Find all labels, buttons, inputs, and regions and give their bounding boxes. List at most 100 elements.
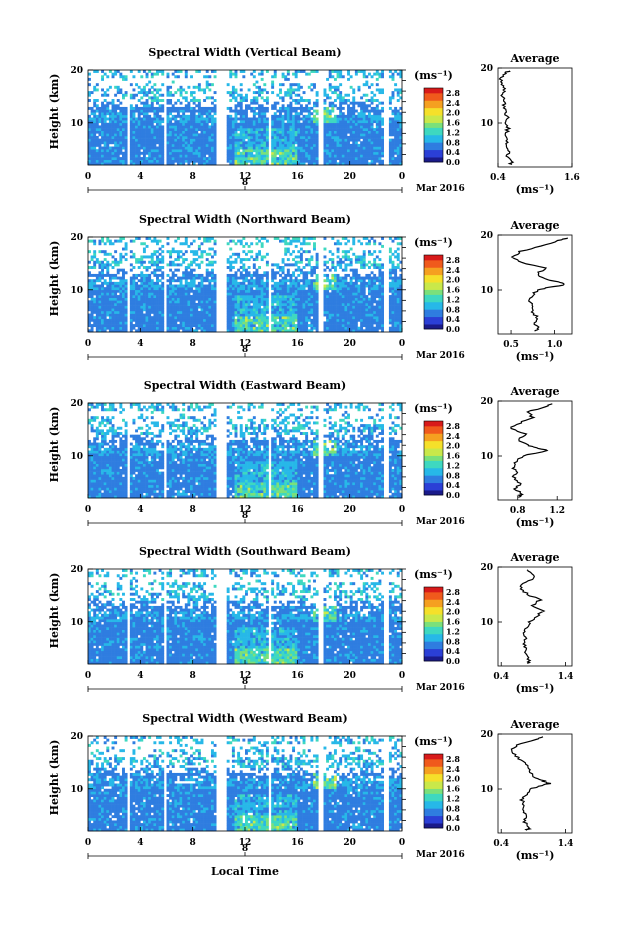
heatmap-cell bbox=[370, 120, 374, 124]
heatmap-cell bbox=[286, 151, 290, 155]
heatmap-cell bbox=[292, 91, 296, 95]
heatmap-cell bbox=[245, 141, 248, 145]
heatmap-cell bbox=[166, 250, 170, 254]
heatmap-cell bbox=[106, 154, 110, 158]
heatmap-cell bbox=[281, 104, 285, 108]
heatmap-cell bbox=[399, 138, 403, 142]
heatmap-cell bbox=[203, 133, 207, 137]
heatmap-cell bbox=[289, 146, 293, 150]
heatmap-cell bbox=[158, 133, 162, 137]
heatmap-cell bbox=[142, 279, 146, 283]
heatmap-cell bbox=[229, 146, 233, 150]
heatmap-cell bbox=[299, 321, 303, 325]
heatmap-cell bbox=[263, 120, 267, 124]
heatmap-cell bbox=[153, 287, 157, 291]
heatmap-cell bbox=[263, 128, 267, 131]
heatmap-cell bbox=[148, 114, 152, 118]
heatmap-cell bbox=[354, 128, 358, 131]
heatmap-cell bbox=[197, 316, 201, 320]
heatmap-cell bbox=[182, 271, 186, 275]
heatmap-cell bbox=[161, 104, 165, 108]
heatmap-cell bbox=[231, 143, 235, 147]
heatmap-cell bbox=[260, 287, 264, 291]
heatmap-cell bbox=[252, 135, 256, 139]
heatmap-cell bbox=[284, 300, 288, 304]
heatmap-cell bbox=[273, 122, 277, 126]
heatmap-cell bbox=[305, 258, 309, 262]
heatmap-cell bbox=[297, 284, 301, 288]
heatmap-cell bbox=[158, 302, 162, 306]
heatmap-cell bbox=[145, 72, 149, 76]
heatmap-cell bbox=[187, 159, 191, 163]
heatmap-cell bbox=[182, 318, 186, 322]
heatmap-cell bbox=[111, 157, 115, 161]
heatmap-cell bbox=[347, 99, 350, 102]
heatmap-cell bbox=[313, 125, 316, 129]
heatmap-cell bbox=[142, 151, 146, 155]
heatmap-cell bbox=[179, 318, 183, 322]
heatmap-cell bbox=[192, 252, 196, 256]
heatmap-cell bbox=[284, 159, 288, 163]
heatmap-cell bbox=[140, 138, 144, 142]
heatmap-cell bbox=[255, 154, 259, 158]
heatmap-cell bbox=[116, 70, 120, 73]
heatmap-cell bbox=[354, 143, 358, 147]
heatmap-cell bbox=[169, 252, 173, 256]
heatmap-cell bbox=[103, 154, 107, 158]
heatmap-cell bbox=[271, 106, 275, 110]
heatmap-cell bbox=[294, 117, 298, 121]
heatmap-cell bbox=[250, 305, 254, 309]
heatmap-cell bbox=[140, 297, 144, 301]
heatmap-cell bbox=[339, 106, 343, 110]
heatmap-cell bbox=[98, 120, 102, 124]
heatmap-cell bbox=[273, 263, 277, 267]
heatmap-cell bbox=[106, 117, 110, 121]
heatmap-cell bbox=[122, 255, 125, 259]
heatmap-cell bbox=[190, 281, 193, 285]
heatmap-cell bbox=[286, 130, 290, 134]
heatmap-cell bbox=[284, 326, 288, 330]
heatmap-cell bbox=[357, 130, 361, 134]
heatmap-cell bbox=[200, 313, 204, 317]
heatmap-cell bbox=[184, 149, 188, 153]
heatmap-cell bbox=[108, 138, 112, 142]
heatmap-cell bbox=[388, 130, 392, 134]
heatmap-cell bbox=[142, 305, 146, 309]
heatmap-cell bbox=[106, 268, 110, 272]
heatmap-cell bbox=[352, 125, 356, 129]
heatmap-cell bbox=[135, 318, 139, 322]
heatmap-cell bbox=[313, 292, 316, 296]
heatmap-cell bbox=[174, 268, 178, 272]
heatmap-cell bbox=[255, 321, 259, 325]
heatmap-cell bbox=[197, 151, 201, 155]
heatmap-cell bbox=[205, 308, 209, 312]
heatmap-cell bbox=[114, 308, 118, 312]
heatmap-cell bbox=[195, 284, 199, 288]
heatmap-cell bbox=[95, 297, 99, 301]
heatmap-cell bbox=[182, 321, 186, 325]
heatmap-cell bbox=[242, 300, 246, 304]
y-axis-label: Height (km) bbox=[48, 74, 61, 150]
heatmap-cell bbox=[95, 130, 99, 134]
heatmap-cell bbox=[286, 159, 290, 163]
heatmap-cell bbox=[184, 135, 188, 139]
heatmap-cell bbox=[302, 130, 306, 134]
heatmap-cell bbox=[150, 101, 154, 105]
heatmap-cell bbox=[200, 88, 204, 92]
heatmap-cell bbox=[381, 122, 384, 126]
heatmap-cell bbox=[179, 138, 183, 142]
heatmap-cell bbox=[299, 271, 303, 275]
heatmap-cell bbox=[119, 305, 123, 309]
heatmap-cell bbox=[153, 281, 157, 285]
heatmap-cell bbox=[142, 135, 146, 139]
heatmap-cell bbox=[231, 287, 235, 291]
heatmap-cell bbox=[362, 159, 366, 163]
heatmap-cell bbox=[281, 135, 285, 139]
heatmap-cell bbox=[279, 295, 282, 298]
heatmap-cell bbox=[229, 93, 233, 97]
heatmap-cell bbox=[122, 324, 125, 328]
heatmap-cell bbox=[161, 70, 165, 73]
heatmap-cell bbox=[370, 128, 374, 131]
heatmap-cell bbox=[205, 321, 209, 325]
heatmap-cell bbox=[197, 104, 201, 108]
